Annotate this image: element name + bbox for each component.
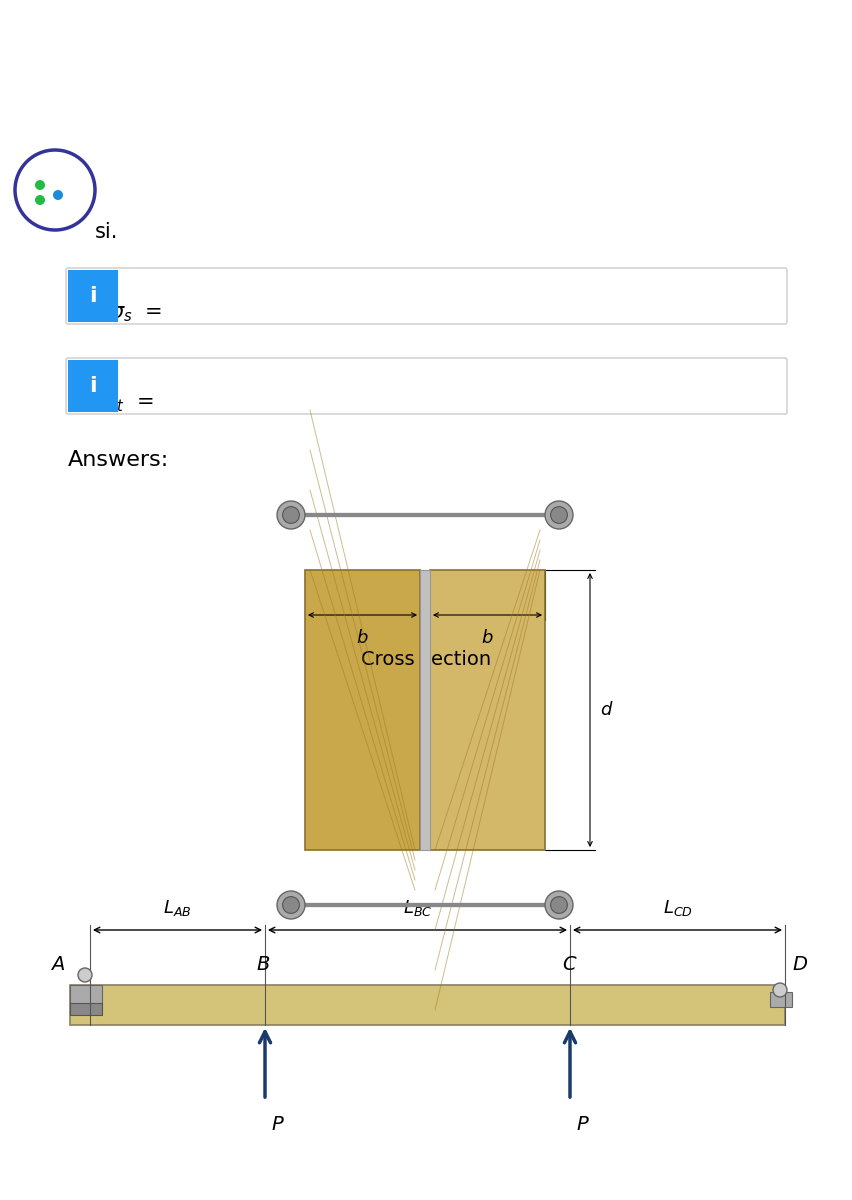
Bar — [769, 992, 791, 1007]
FancyBboxPatch shape — [66, 358, 786, 414]
Text: $L_{AB}$: $L_{AB}$ — [163, 898, 192, 918]
Text: $L_{CD}$: $L_{CD}$ — [662, 898, 692, 918]
Bar — [305, 570, 419, 850]
Circle shape — [277, 502, 305, 529]
Circle shape — [772, 983, 786, 997]
Circle shape — [277, 890, 305, 919]
Text: i: i — [89, 376, 96, 396]
Text: b: b — [356, 629, 368, 647]
Text: $L_{BC}$: $L_{BC}$ — [402, 898, 432, 918]
Text: C: C — [561, 955, 575, 974]
Text: i: i — [89, 286, 96, 306]
Circle shape — [282, 896, 299, 913]
Bar — [68, 360, 118, 412]
FancyBboxPatch shape — [66, 268, 786, 324]
Circle shape — [53, 190, 63, 200]
Circle shape — [78, 968, 92, 982]
Bar — [70, 1003, 102, 1015]
Text: Cross section: Cross section — [360, 650, 491, 670]
Text: P: P — [575, 1115, 587, 1134]
Bar — [70, 985, 784, 1025]
Circle shape — [35, 180, 45, 190]
Circle shape — [550, 506, 567, 523]
Bar — [429, 570, 544, 850]
Text: si.: si. — [95, 222, 118, 242]
Text: b: b — [481, 629, 492, 647]
Circle shape — [544, 890, 573, 919]
Text: (a) $\sigma_t$  =: (a) $\sigma_t$ = — [68, 390, 153, 414]
Circle shape — [544, 502, 573, 529]
Text: d: d — [599, 701, 611, 719]
Bar — [70, 985, 102, 1006]
Text: P: P — [271, 1115, 282, 1134]
Text: t: t — [421, 784, 428, 802]
Circle shape — [550, 896, 567, 913]
Text: ksi, $\sigma_s$  =: ksi, $\sigma_s$ = — [68, 300, 162, 324]
Text: A: A — [51, 955, 65, 974]
Bar — [419, 570, 429, 850]
Circle shape — [35, 194, 45, 205]
Text: B: B — [256, 955, 269, 974]
Circle shape — [15, 150, 95, 230]
Text: Answers:: Answers: — [68, 450, 169, 470]
Circle shape — [282, 506, 299, 523]
Text: D: D — [792, 955, 807, 974]
Bar — [68, 270, 118, 322]
